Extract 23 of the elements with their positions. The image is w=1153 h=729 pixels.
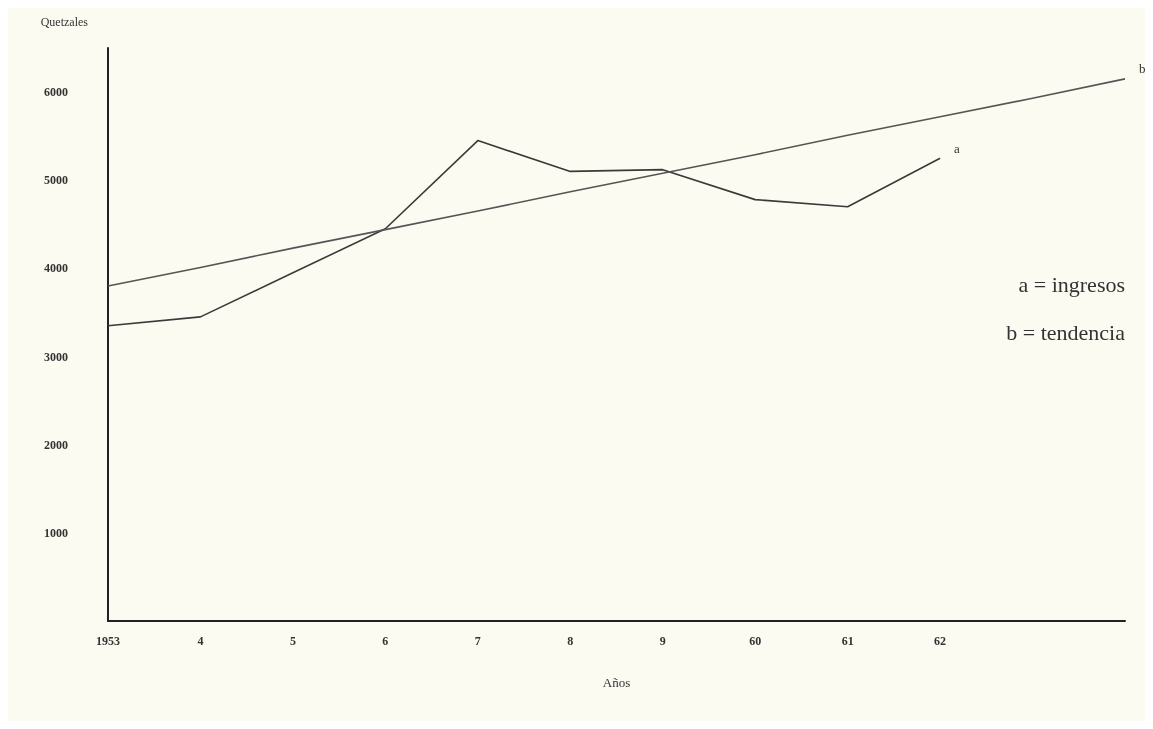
x-tick-label: 7 — [474, 634, 481, 648]
x-tick-label: 62 — [934, 634, 947, 648]
x-tick-label: 61 — [841, 634, 854, 648]
x-tick-label: 4 — [197, 634, 204, 648]
y-tick-label: 6000 — [44, 85, 68, 100]
x-tick-label: 60 — [749, 634, 762, 648]
x-axis-title: Años — [602, 675, 631, 690]
series-label: b — [1139, 61, 1146, 77]
x-tick-label: 6 — [382, 634, 389, 648]
y-tick-label: 1000 — [44, 525, 68, 540]
y-tick-label: 3000 — [44, 349, 68, 364]
x-tick-label: 9 — [659, 634, 666, 648]
annotation: a = ingresos — [1018, 271, 1125, 297]
y-tick-label: 4000 — [44, 261, 68, 276]
x-tick-label: 8 — [567, 634, 574, 648]
y-tick-label: 5000 — [44, 173, 68, 188]
series-label: a — [954, 140, 961, 156]
line-series — [107, 139, 941, 327]
y-tick-label: 2000 — [44, 437, 68, 452]
y-axis-title: Quetzales — [40, 15, 89, 29]
annotation: b = tendencia — [1006, 319, 1126, 345]
x-tick-label: 5 — [289, 634, 296, 648]
x-tick-label: 1953 — [96, 634, 120, 648]
